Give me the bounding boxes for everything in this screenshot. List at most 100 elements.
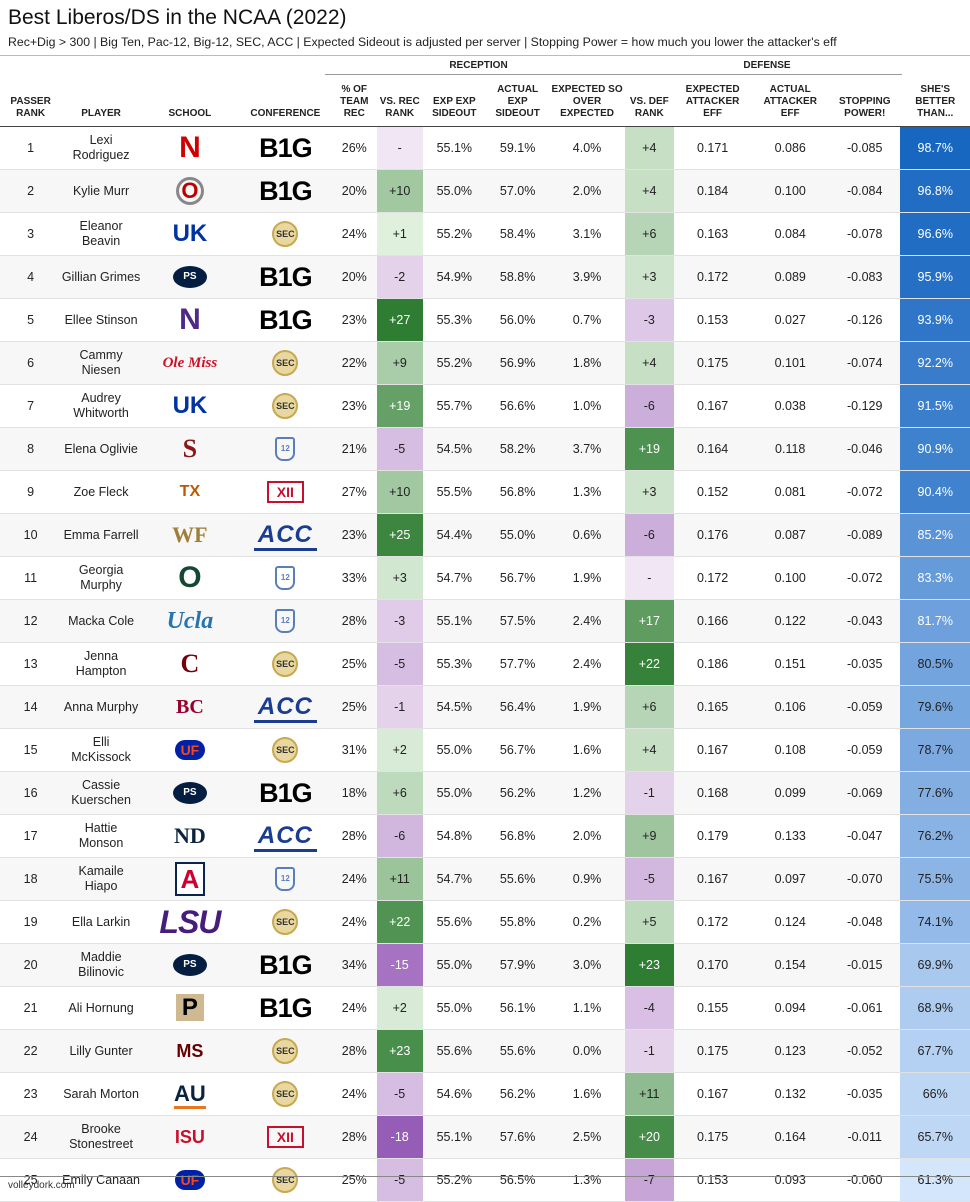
cell-player: Georgia Murphy	[61, 556, 141, 600]
cell-actatt: 0.086	[751, 126, 829, 170]
cell-conf: 12	[238, 599, 332, 643]
cell-rank: 12	[0, 599, 62, 643]
cell-stop: -0.070	[829, 857, 901, 901]
cell-actexp: 57.7%	[485, 642, 550, 686]
cell-conf: XII	[238, 1115, 332, 1159]
cell-actexp: 58.2%	[485, 427, 550, 471]
cell-better: 80.5%	[900, 642, 970, 686]
cell-soe: 1.6%	[549, 1072, 625, 1116]
auburn-logo: AU	[174, 1081, 206, 1109]
cell-expatt: 0.167	[673, 1072, 752, 1116]
cell-actatt: 0.124	[751, 900, 829, 944]
cell-player: Jenna Hampton	[61, 642, 141, 686]
cell-vsdef: +4	[624, 728, 674, 772]
cell-vsrec: -3	[376, 599, 423, 643]
table-row: 2 Kylie Murr O B1G 20% +10 55.0% 57.0% 2.0% +4 0.1…	[0, 169, 970, 213]
cell-conf: 12	[238, 857, 332, 901]
cell-better: 68.9%	[900, 986, 970, 1030]
cell-vsdef: -5	[624, 857, 674, 901]
cell-conf: SEC	[238, 341, 332, 385]
cell-school: WF	[140, 513, 239, 557]
subtitle: Rec+Dig > 300 | Big Ten, Pac-12, Big-12,…	[8, 35, 837, 49]
cell-pct: 28%	[331, 814, 377, 858]
cell-player: Ella Larkin	[61, 900, 141, 944]
cell-actexp: 56.1%	[485, 986, 550, 1030]
cell-soe: 0.7%	[549, 298, 625, 342]
cell-actexp: 57.9%	[485, 943, 550, 987]
cell-stop: -0.059	[829, 728, 901, 772]
cell-vsdef: +11	[624, 1072, 674, 1116]
kentucky-logo: UK	[172, 220, 208, 247]
cell-expexp: 55.2%	[422, 1158, 486, 1202]
cell-expatt: 0.167	[673, 384, 752, 428]
cell-soe: 0.0%	[549, 1029, 625, 1073]
cell-rank: 5	[0, 298, 62, 342]
cell-school: PS	[140, 255, 239, 299]
cell-vsrec: -1	[376, 685, 423, 729]
table-row: 12 Macka Cole Ucla 12 28% -3 55.1% 57.5% 2.4% +17…	[0, 599, 970, 643]
conference-logo-big10: B1G	[259, 992, 313, 1023]
cell-stop: -0.083	[829, 255, 901, 299]
cell-conf: B1G	[238, 943, 332, 987]
cell-school: UK	[140, 384, 239, 428]
cell-actatt: 0.097	[751, 857, 829, 901]
conference-logo-big10: B1G	[259, 949, 313, 980]
header-row: PASSER RANK PLAYER SCHOOL CONFERENCE% OF TE…	[0, 76, 970, 127]
cell-expatt: 0.175	[673, 1029, 752, 1073]
cell-stop: -0.089	[829, 513, 901, 557]
cell-school: ND	[140, 814, 239, 858]
cell-player: Eleanor Beavin	[61, 212, 141, 256]
cell-vsdef: +20	[624, 1115, 674, 1159]
conference-logo-sec: SEC	[272, 1167, 299, 1193]
cell-vsrec: -5	[376, 642, 423, 686]
texas-logo: TX	[179, 483, 201, 500]
cell-expexp: 54.5%	[422, 685, 486, 729]
table-row: 24 Brooke Stonestreet ISU XII 28% -18 55.1% 57.…	[0, 1115, 970, 1159]
conference-logo-big12: XII	[266, 1126, 304, 1148]
cell-expexp: 55.1%	[422, 1115, 486, 1159]
cell-player: Brooke Stonestreet	[61, 1115, 141, 1159]
cell-rank: 8	[0, 427, 62, 471]
cell-vsrec: +25	[376, 513, 423, 557]
cell-school: ISU	[140, 1115, 239, 1159]
column-header-vsrec: VS. REC RANK	[376, 76, 423, 127]
cell-rank: 23	[0, 1072, 62, 1116]
cell-stop: -0.048	[829, 900, 901, 944]
cell-pct: 23%	[331, 513, 377, 557]
cell-player: Kamaile Hiapo	[61, 857, 141, 901]
cell-soe: 1.3%	[549, 470, 625, 514]
boston-college-logo: BC	[176, 696, 204, 718]
cell-pct: 26%	[331, 126, 377, 170]
cell-expatt: 0.186	[673, 642, 752, 686]
cell-conf: 12	[238, 556, 332, 600]
column-header-actatt: ACTUAL ATTACKER EFF	[751, 76, 829, 127]
cell-school: C	[140, 642, 239, 686]
cell-vsrec: +9	[376, 341, 423, 385]
conference-logo-pac12: 12	[275, 609, 296, 633]
cell-school: TX	[140, 470, 239, 514]
cell-pct: 24%	[331, 857, 377, 901]
cell-vsrec: -5	[376, 427, 423, 471]
mississippi-state-logo: MS	[176, 1041, 204, 1061]
cell-vsdef: +9	[624, 814, 674, 858]
cell-school: LSU	[140, 900, 239, 944]
cell-vsrec: +6	[376, 771, 423, 815]
cell-better: 85.2%	[900, 513, 970, 557]
cell-vsrec: +27	[376, 298, 423, 342]
cell-stop: -0.072	[829, 470, 901, 514]
cell-actatt: 0.081	[751, 470, 829, 514]
cell-better: 67.7%	[900, 1029, 970, 1073]
cell-actatt: 0.089	[751, 255, 829, 299]
cell-pct: 24%	[331, 986, 377, 1030]
conference-logo-sec: SEC	[272, 909, 299, 935]
table-row: 21 Ali Hornung P B1G 24% +2 55.0% 56.1% 1.1% -4 0.…	[0, 986, 970, 1030]
page-title: Best Liberos/DS in the NCAA (2022)	[8, 6, 347, 29]
conference-logo-sec: SEC	[272, 221, 299, 247]
footer-credit: volleydork.com	[8, 1180, 75, 1191]
cell-conf: B1G	[238, 169, 332, 213]
cell-vsdef: +4	[624, 341, 674, 385]
cell-expexp: 55.6%	[422, 900, 486, 944]
cell-player: Cammy Niesen	[61, 341, 141, 385]
cell-rank: 15	[0, 728, 62, 772]
cell-player: Maddie Bilinovic	[61, 943, 141, 987]
